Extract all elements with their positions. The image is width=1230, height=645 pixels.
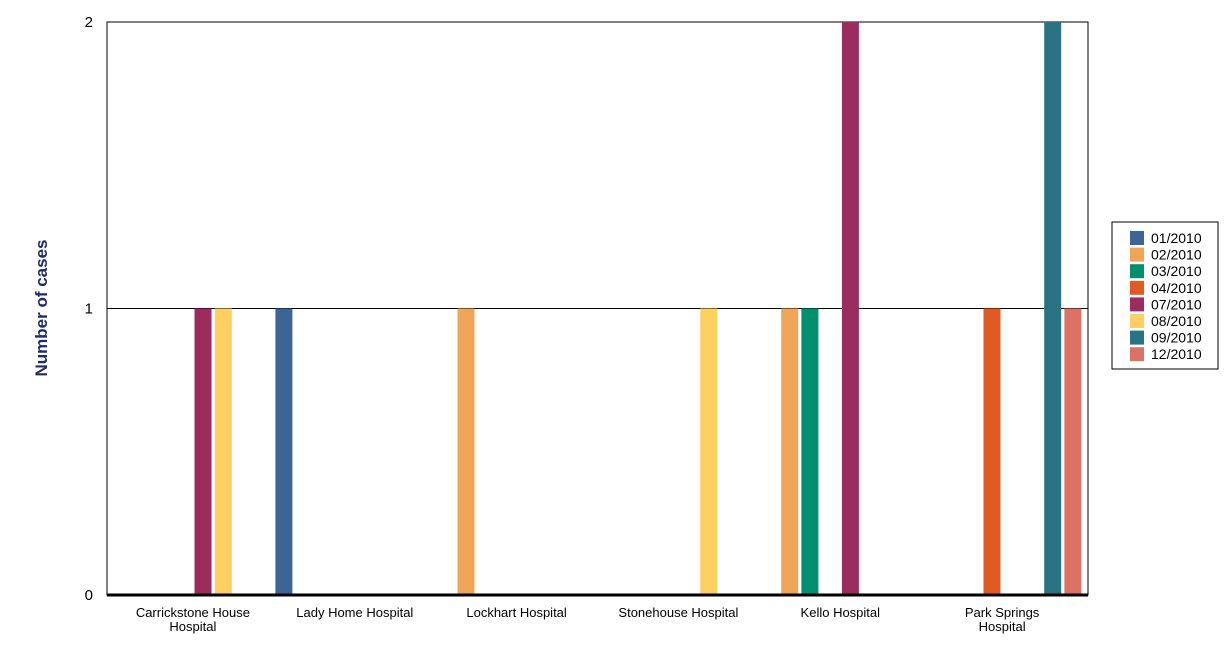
- legend: 01/201002/201003/201004/201007/201008/20…: [1111, 221, 1219, 370]
- bar: [457, 308, 475, 595]
- legend-swatch: [1130, 231, 1144, 245]
- legend-swatch: [1130, 297, 1144, 312]
- legend-label: 03/2010: [1151, 263, 1202, 279]
- x-category-label: Kello Hospital: [801, 605, 881, 620]
- legend-box: [1111, 221, 1219, 370]
- bar: [781, 308, 799, 595]
- x-category-label: Lady Home Hospital: [296, 605, 413, 620]
- y-tick-labels: 0 1 2: [85, 14, 93, 604]
- y-axis-title: Number of cases: [32, 240, 51, 377]
- bar: [1064, 308, 1082, 595]
- legend-swatch: [1130, 330, 1144, 345]
- legend-label: 02/2010: [1151, 247, 1202, 263]
- legend-swatch: [1130, 264, 1144, 279]
- bar: [214, 308, 232, 595]
- legend-swatch: [1130, 347, 1144, 362]
- x-category-label: Stonehouse Hospital: [618, 605, 738, 620]
- legend-swatch: [1130, 280, 1144, 295]
- y-tick-label: 2: [85, 14, 93, 31]
- legend-label: 04/2010: [1151, 280, 1202, 296]
- x-category-label: Hospital: [979, 619, 1026, 634]
- bar: [801, 308, 819, 595]
- legend-label: 07/2010: [1151, 296, 1202, 312]
- legend-label: 12/2010: [1151, 346, 1202, 362]
- bar: [983, 308, 1001, 595]
- legend-label: 01/2010: [1151, 230, 1202, 246]
- gridlines: [107, 21, 1088, 309]
- y-tick-label: 0: [85, 587, 93, 604]
- x-category-label: Park Springs: [965, 605, 1040, 620]
- x-category-label: Lockhart Hospital: [466, 605, 567, 620]
- bars: [194, 22, 1082, 595]
- bar: [700, 308, 718, 595]
- legend-label: 09/2010: [1151, 330, 1202, 346]
- legend-swatch: [1130, 314, 1144, 328]
- y-tick-label: 1: [85, 301, 93, 318]
- legend-entries: 01/201002/201003/201004/201007/201008/20…: [1130, 230, 1202, 362]
- legend-swatch: [1130, 247, 1144, 262]
- bar: [275, 308, 293, 595]
- x-category-label: Carrickstone House: [136, 605, 250, 620]
- bar: [841, 22, 859, 595]
- x-category-label: Hospital: [169, 619, 216, 634]
- bar: [194, 308, 212, 595]
- legend-label: 08/2010: [1151, 313, 1202, 329]
- bar: [1044, 22, 1062, 595]
